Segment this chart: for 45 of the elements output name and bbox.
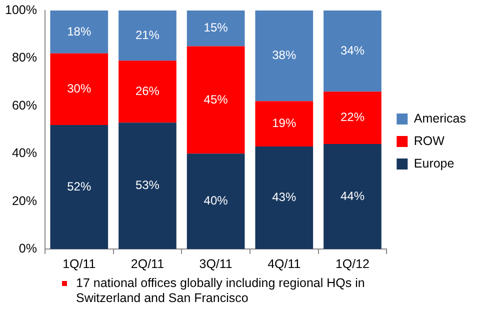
bar bbox=[186, 10, 245, 46]
bar bbox=[118, 60, 176, 123]
text: 17 national offices globally including regional HQs in Switzerland and San Francisco bbox=[76, 276, 365, 305]
y-tick-label: 40% bbox=[12, 146, 37, 160]
data-label: 15% bbox=[204, 20, 228, 35]
data-label: 53% bbox=[135, 178, 160, 192]
bar bbox=[50, 124, 108, 249]
data-label: 45% bbox=[204, 92, 228, 106]
x-tick-label: 3Q/11 bbox=[199, 256, 232, 271]
bar bbox=[255, 146, 314, 249]
data-label: 44% bbox=[340, 188, 365, 203]
x-tick-label: 1Q/12 bbox=[335, 256, 370, 271]
data-label: 18% bbox=[67, 24, 92, 38]
y-tick-label: 20% bbox=[12, 194, 37, 208]
data-label: 19% bbox=[272, 116, 296, 130]
x-tick-label: 2Q/11 bbox=[130, 256, 164, 271]
data-label: 38% bbox=[272, 48, 296, 62]
bar bbox=[186, 46, 245, 154]
y-tick-label: 100% bbox=[4, 2, 37, 17]
bar bbox=[118, 122, 176, 249]
data-label: 40% bbox=[204, 194, 228, 208]
bar bbox=[50, 53, 108, 125]
bar bbox=[324, 144, 382, 249]
data-label: 30% bbox=[67, 82, 92, 96]
x-tick-label: 1Q/11 bbox=[62, 256, 96, 271]
bar bbox=[186, 154, 245, 249]
bar bbox=[50, 10, 108, 54]
y-tick-label: 60% bbox=[12, 98, 37, 112]
y-tick-label: 0% bbox=[18, 241, 37, 256]
x-tick-label: 4Q/11 bbox=[268, 256, 301, 271]
bar bbox=[324, 92, 382, 144]
legend-label: Europe bbox=[414, 156, 454, 170]
bar bbox=[255, 10, 314, 102]
data-label: 26% bbox=[135, 84, 160, 98]
data-label: 34% bbox=[340, 43, 365, 58]
legend-label: Americas bbox=[414, 111, 466, 126]
data-label: 52% bbox=[67, 179, 92, 194]
data-label: 21% bbox=[135, 28, 160, 42]
legend-label: ROW bbox=[414, 134, 445, 148]
bar bbox=[118, 10, 176, 61]
bar bbox=[255, 101, 314, 146]
bar bbox=[324, 10, 382, 92]
y-tick-label: 80% bbox=[12, 50, 37, 65]
data-label: 22% bbox=[340, 110, 365, 124]
data-label: 43% bbox=[272, 190, 296, 204]
